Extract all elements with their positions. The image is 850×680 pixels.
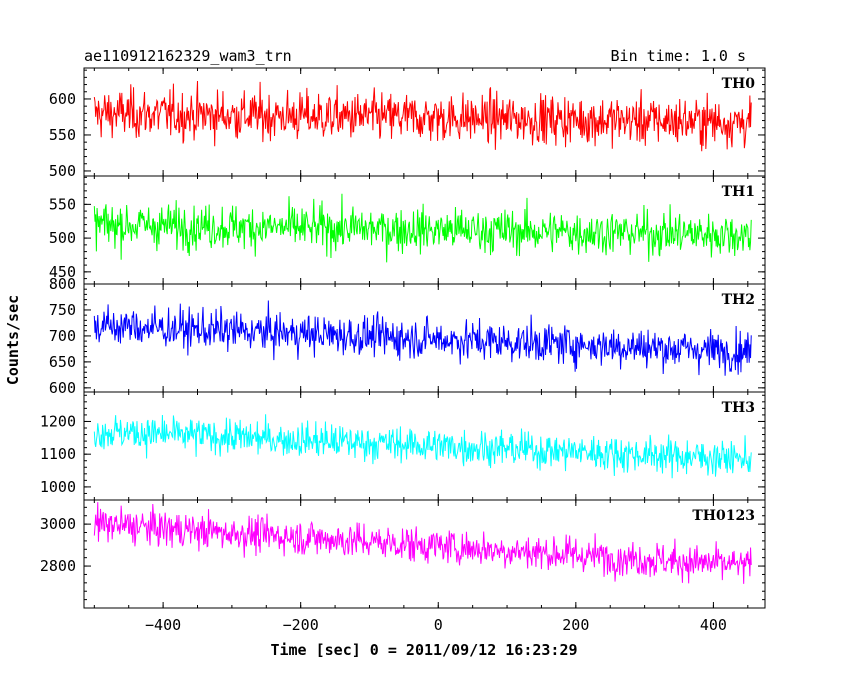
light-curve-th0123 <box>93 502 752 584</box>
y-tick-label: 600 <box>49 379 76 397</box>
chart-title: ae110912162329_wam3_trn <box>84 47 292 65</box>
panel-th0: 500 550 600 TH0 <box>49 67 766 180</box>
light-curve-th1 <box>93 193 752 263</box>
y-tick-label: 800 <box>49 275 76 293</box>
light-curve-th3 <box>93 414 752 479</box>
x-tick-label: −200 <box>283 616 319 634</box>
y-tick-label: 2800 <box>40 557 76 575</box>
y-tick-label: 1100 <box>40 445 76 463</box>
y-tick-label: 1200 <box>40 412 76 430</box>
panel-th1: 450 500 550 TH1 <box>49 175 766 285</box>
panel-th3: 1000 1100 1200 TH3 <box>40 391 766 501</box>
x-tick-label: 0 <box>434 616 443 634</box>
y-tick-label: 3000 <box>40 515 76 533</box>
panel-frame <box>83 499 766 609</box>
x-tick-label: 400 <box>700 616 727 634</box>
y-tick-label: 1000 <box>40 478 76 496</box>
y-axis-label: Counts/sec <box>4 295 22 385</box>
light-curve-th0 <box>93 80 752 152</box>
y-tick-label: 500 <box>49 162 76 180</box>
x-tick-label: −400 <box>145 616 181 634</box>
panels-group: 500 550 600 TH0 450 500 550 TH1 600 650 700 750 800 T… <box>40 67 766 634</box>
panel-label: TH0 <box>722 76 756 92</box>
bin-time-label: Bin time: 1.0 s <box>611 47 746 65</box>
y-tick-label: 450 <box>49 263 76 281</box>
panel-label: TH3 <box>722 400 755 416</box>
y-tick-label: 550 <box>49 126 76 144</box>
y-tick-label: 750 <box>49 301 76 319</box>
y-tick-label: 550 <box>49 195 76 213</box>
y-tick-label: 500 <box>49 229 76 247</box>
panel-th2: 600 650 700 750 800 TH2 <box>49 275 766 397</box>
x-axis-label: Time [sec] 0 = 2011/09/12 16:23:29 <box>270 641 577 659</box>
y-tick-label: 600 <box>49 90 76 108</box>
panel-th0123: 2800 3000 TH0123 <box>40 499 766 609</box>
panel-label: TH2 <box>722 292 755 308</box>
y-tick-label: 650 <box>49 353 76 371</box>
panel-label: TH0123 <box>692 508 755 524</box>
light-curve-th2 <box>93 300 752 376</box>
x-tick-label: 200 <box>562 616 589 634</box>
panel-label: TH1 <box>722 184 755 200</box>
y-tick-label: 700 <box>49 327 76 345</box>
